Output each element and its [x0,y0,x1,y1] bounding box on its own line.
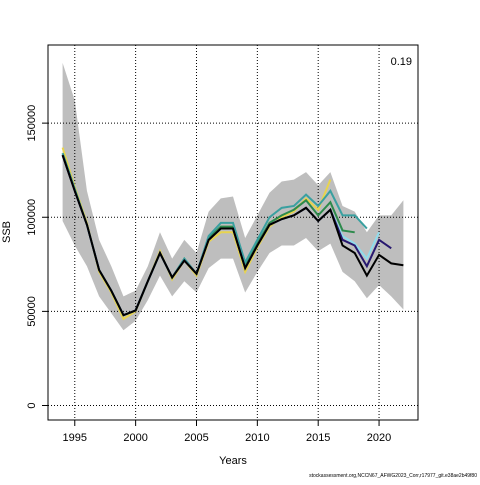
plot-frame [47,44,419,421]
x-tick-label: 2015 [306,432,330,444]
x-tick-label: 2010 [245,432,269,444]
y-tick-label: 100000 [26,199,38,236]
x-tick-label: 2005 [184,432,208,444]
x-tick-label: 1995 [63,432,87,444]
x-tick-label: 2000 [123,432,147,444]
series-line [61,154,404,317]
footer: stockassessment.org,NCCN67_AFWG2023_Corr… [309,473,477,479]
y-axis-label: SSB [1,221,13,243]
y-tick-label: 50000 [26,296,38,327]
annotation: 0.19 [391,56,412,68]
confidence-band [62,62,404,331]
x-tick-label: 2020 [367,432,391,444]
y-tick-label: 150000 [26,105,38,142]
x-axis-label: Years [219,455,247,467]
y-tick-label: 0 [26,402,38,408]
